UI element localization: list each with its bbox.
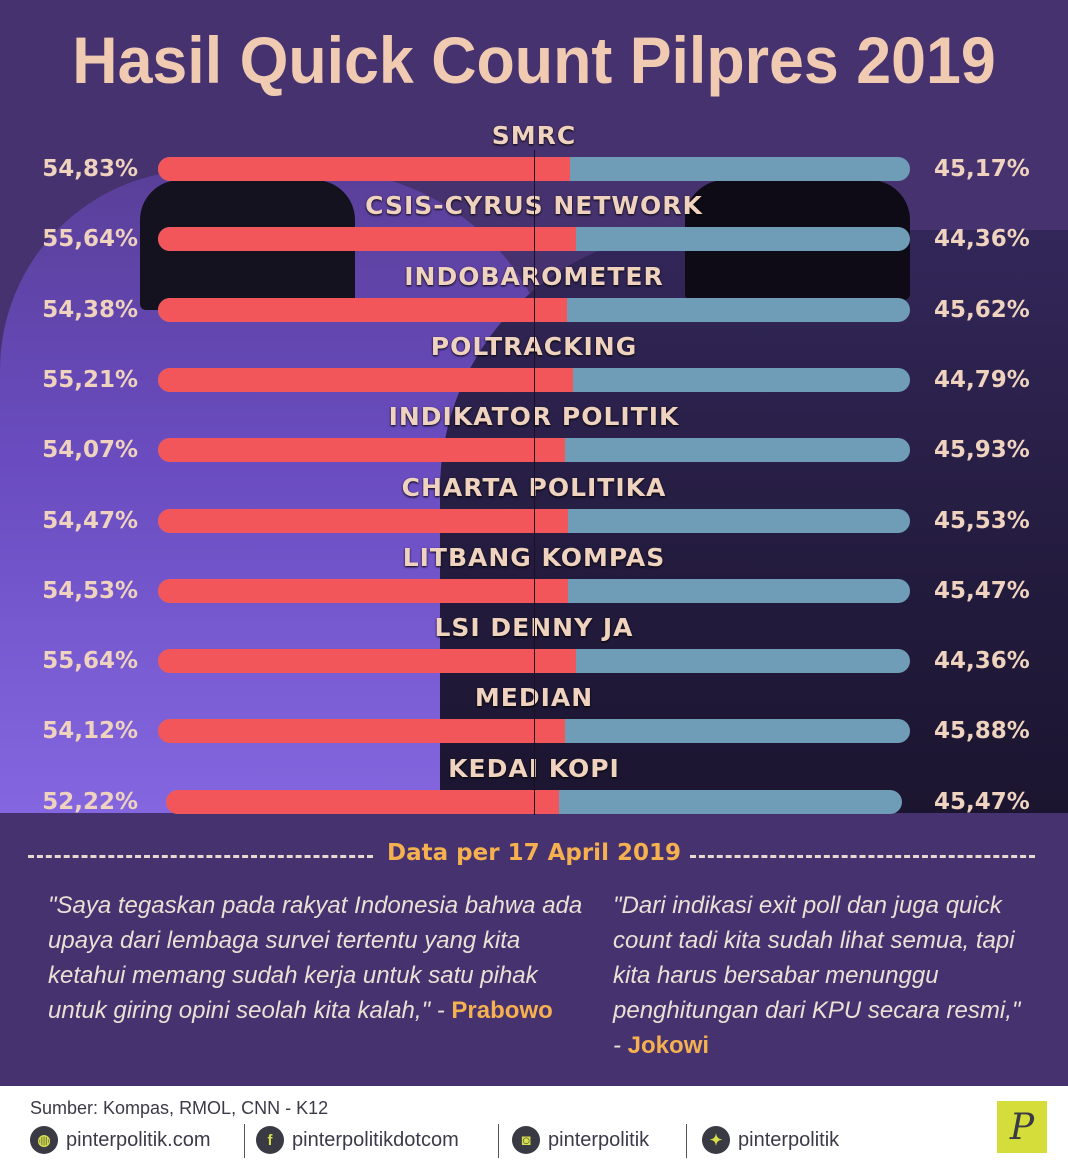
social-website[interactable]: ◍ pinterpolitik.com — [30, 1126, 211, 1154]
pinterpolitik-logo: P — [997, 1101, 1047, 1153]
footer: Sumber: Kompas, RMOL, CNN - K12 ◍ pinterp… — [0, 1086, 1068, 1167]
left-value-label: 54,07% — [42, 437, 138, 464]
quote-jokowi: "Dari indikasi exit poll dan juga quick … — [613, 888, 1033, 1063]
social-instagram[interactable]: ◙ pinterpolitik — [512, 1126, 649, 1154]
pollster-label: CHARTA POLITIKA — [401, 472, 667, 502]
pollster-label: CSIS-CYRUS NETWORK — [365, 191, 703, 221]
bar-left — [158, 649, 577, 674]
left-value-label: 55,64% — [42, 226, 138, 253]
left-value-label: 54,83% — [42, 156, 138, 182]
right-value-label: 44,36% — [934, 648, 1030, 675]
bar-left — [158, 297, 567, 322]
left-value-label: 54,38% — [42, 296, 138, 323]
left-value-label: 55,64% — [42, 648, 138, 675]
right-value-label: 45,47% — [934, 577, 1030, 604]
facebook-icon: f — [256, 1126, 284, 1154]
pollster-label: SMRC — [491, 121, 577, 150]
bar-left — [158, 157, 571, 181]
social-facebook[interactable]: f pinterpolitikdotcom — [256, 1126, 459, 1154]
pollster-label: KEDAI KOPI — [448, 753, 620, 783]
separator — [244, 1124, 245, 1158]
page-title: Hasil Quick Count Pilpres 2019 — [72, 23, 996, 97]
right-value-label: 45,53% — [934, 507, 1030, 534]
right-value-label: 45,88% — [934, 718, 1030, 745]
right-value-label: 45,47% — [934, 788, 1030, 815]
bar-left — [166, 789, 560, 814]
right-value-label: 45,93% — [934, 437, 1030, 464]
separator — [498, 1124, 499, 1158]
social-label: pinterpolitikdotcom — [292, 1128, 459, 1151]
social-label: pinterpolitik — [738, 1128, 840, 1151]
left-value-label: 55,21% — [42, 366, 138, 393]
pollster-label: POLTRACKING — [430, 331, 638, 361]
instagram-icon: ◙ — [512, 1126, 540, 1154]
left-value-label: 54,53% — [42, 577, 138, 604]
divider-right — [690, 855, 1035, 858]
pollster-label: LSI DENNY JA — [434, 613, 634, 643]
bar-left — [158, 438, 565, 463]
quote-text: "Saya tegaskan pada rakyat Indonesia bah… — [48, 892, 583, 1024]
quote-prabowo: "Saya tegaskan pada rakyat Indonesia bah… — [48, 888, 588, 1028]
bar-left — [158, 578, 569, 603]
pollster-label: MEDIAN — [474, 683, 594, 713]
pollster-label: LITBANG KOMPAS — [402, 542, 666, 572]
social-label: pinterpolitik.com — [66, 1128, 211, 1151]
date-note: Data per 17 April 2019 — [387, 840, 681, 866]
right-value-label: 44,79% — [934, 366, 1030, 393]
left-value-label: 54,12% — [42, 718, 138, 745]
right-value-label: 44,36% — [934, 226, 1030, 253]
pollster-label: INDIKATOR POLITIK — [388, 402, 680, 432]
globe-icon: ◍ — [30, 1126, 58, 1154]
social-twitter[interactable]: ✦ pinterpolitik — [702, 1126, 839, 1154]
right-value-label: 45,17% — [934, 156, 1030, 182]
quote-text: "Dari indikasi exit poll dan juga quick … — [613, 892, 1021, 1059]
quote-author: Jokowi — [627, 1032, 710, 1059]
divider-left — [28, 855, 373, 858]
bar-left — [158, 719, 565, 744]
left-value-label: 54,47% — [42, 507, 138, 534]
bar-left — [158, 367, 574, 392]
quote-author: Prabowo — [451, 997, 553, 1024]
pollster-label: INDOBAROMETER — [404, 261, 664, 291]
center-line — [534, 150, 535, 815]
bar-left — [158, 508, 568, 533]
social-label: pinterpolitik — [548, 1128, 650, 1151]
bar-right — [158, 367, 910, 392]
twitter-icon: ✦ — [702, 1126, 730, 1154]
separator — [686, 1124, 687, 1158]
right-value-label: 45,62% — [934, 296, 1030, 323]
left-value-label: 52,22% — [42, 788, 138, 815]
source-text: Sumber: Kompas, RMOL, CNN - K12 — [30, 1098, 329, 1118]
bar-left — [158, 227, 577, 252]
